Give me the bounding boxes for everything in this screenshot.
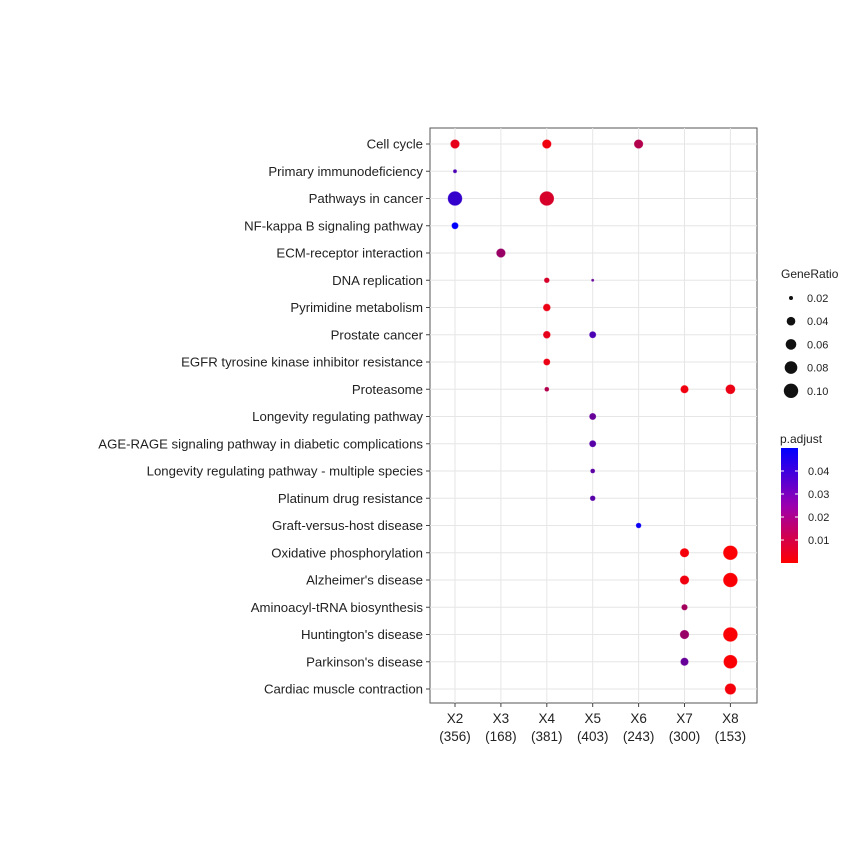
y-tick-label: Huntington's disease [301,627,423,642]
y-tick-label: Longevity regulating pathway [252,409,423,424]
x-tick-label: X2 [447,711,464,726]
size-legend-label: 0.06 [807,339,828,351]
dot [588,330,597,339]
x-tick-label: X5 [584,711,601,726]
size-legend-dot [786,316,796,326]
dot [722,572,739,588]
color-legend-label: 0.02 [808,512,829,524]
y-tick-label: Cell cycle [367,137,423,152]
y-tick-label: Pathways in cancer [309,191,424,206]
x-tick-label: X3 [493,711,510,726]
y-tick-label: Aminoacyl-tRNA biosynthesis [251,600,424,615]
dot [451,221,459,230]
size-legend: GeneRatio 0.02 0.04 0.06 0.08 0.10 [781,267,839,398]
y-tick-label: AGE-RAGE signaling pathway in diabetic c… [98,436,423,451]
color-legend-label: 0.01 [808,535,829,547]
dot [542,358,551,366]
y-tick-label: Longevity regulating pathway - multiple … [147,464,424,479]
dot [723,654,738,670]
color-bar [781,448,798,563]
y-tick-label: ECM-receptor interaction [276,246,423,261]
dot [679,629,690,640]
dot [541,138,552,150]
dot [722,626,739,643]
y-tick-label: Primary immunodeficiency [268,164,423,179]
dot [495,247,506,259]
y-tick-label: Parkinson's disease [306,654,423,669]
dot [724,682,737,696]
dot [635,522,642,529]
dot [589,468,596,474]
x-tick-count: (153) [715,729,747,744]
dot [539,190,555,207]
y-tick-label: Cardiac muscle contraction [264,682,423,697]
y-tick-label: EGFR tyrosine kinase inhibitor resistanc… [181,355,423,370]
x-tick-count: (300) [669,729,701,744]
dot [542,330,552,339]
size-legend-dot [789,296,793,300]
x-tick-count: (356) [439,729,471,744]
size-legend-title: GeneRatio [781,267,839,281]
dot [679,384,690,394]
y-tick-label: Proteasome [352,382,423,397]
y-tick-label: Graft-versus-host disease [272,518,423,533]
dot [679,547,690,558]
dot [542,303,552,312]
dot [680,603,689,611]
color-legend-label: 0.04 [808,466,829,478]
dot [543,386,550,393]
dot [588,412,597,421]
y-axis-labels: Cell cycle Primary immunodeficiency Pathwa… [98,137,430,697]
size-legend-label: 0.10 [807,386,828,398]
dot [590,278,595,283]
dot [588,439,597,448]
x-tick-count: (381) [531,729,563,744]
x-tick-label: X7 [676,711,693,726]
x-tick-count: (403) [577,729,609,744]
dot [725,383,736,395]
x-tick-count: (243) [623,729,655,744]
color-legend: p.adjust 0.04 0.03 0.02 0.01 [780,432,829,563]
dot [452,168,458,174]
size-legend-label: 0.04 [807,316,828,328]
size-legend-dot [784,361,798,374]
size-legend-dot [785,339,797,350]
dot [447,190,463,207]
y-tick-label: DNA replication [332,273,423,288]
size-legend-label: 0.08 [807,363,828,375]
dot [449,138,461,150]
color-legend-label: 0.03 [808,489,829,501]
y-tick-label: Alzheimer's disease [306,573,423,588]
size-legend-dot [783,383,799,398]
size-legend-label: 0.02 [807,293,828,305]
x-axis-labels: X2 (356) X3 (168) X4 (381) X5 (403) X6 (243) X7 (30… [439,703,746,744]
dot [679,657,690,667]
x-tick-label: X6 [630,711,647,726]
dot [543,277,551,284]
x-tick-count: (168) [485,729,517,744]
dot [722,545,739,561]
color-legend-title: p.adjust [780,432,823,446]
y-tick-label: Pyrimidine metabolism [290,300,423,315]
y-tick-label: NF-kappa B signaling pathway [244,218,423,233]
dot [679,574,690,586]
y-tick-label: Oxidative phosphorylation [271,545,423,560]
x-tick-label: X8 [722,711,739,726]
dots [447,138,739,696]
dot [589,495,596,502]
dot [633,138,644,150]
x-tick-label: X4 [539,711,556,726]
y-tick-label: Prostate cancer [331,327,424,342]
y-tick-label: Platinum drug resistance [278,491,423,506]
